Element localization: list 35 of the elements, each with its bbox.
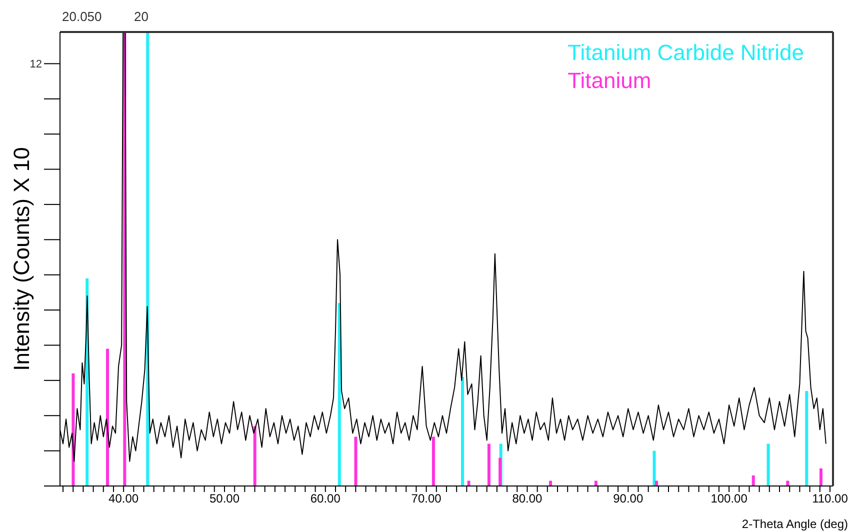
bar: [461, 376, 464, 486]
x-tick-label: 40.00: [108, 492, 139, 506]
text: Titanium: [568, 67, 652, 95]
bar: [752, 475, 755, 486]
bar: [549, 480, 552, 486]
bar: [786, 480, 790, 486]
bar: [146, 32, 150, 486]
bar: [354, 436, 358, 486]
x-tick-label: 90.00: [613, 492, 644, 506]
bar: [766, 444, 770, 486]
text: 20.050: [62, 9, 102, 24]
text: Titanium Carbide Nitride: [568, 39, 804, 67]
text: 20: [134, 9, 148, 24]
x-tick-label: 60.00: [310, 492, 341, 506]
x-axis-title: 2-Theta Angle (deg): [742, 517, 848, 531]
x-tick-label: 50.00: [209, 492, 240, 506]
bar: [253, 426, 256, 486]
bar: [805, 390, 808, 486]
x-tick-label: 80.00: [512, 492, 543, 506]
x-tick-label: 100.00: [710, 492, 748, 506]
y-tick-label: 12: [30, 58, 42, 71]
x-tick-label: 70.00: [411, 492, 442, 506]
bar: [487, 444, 490, 486]
bar: [106, 348, 110, 486]
bar: [594, 480, 598, 486]
bar: [467, 480, 470, 486]
bar: [72, 373, 75, 486]
bar: [654, 480, 658, 486]
bar: [652, 450, 656, 486]
bar: [338, 302, 341, 486]
y-axis-title: Intensity (Counts) X 10: [9, 146, 35, 370]
bar: [432, 436, 435, 486]
x-tick-label: 110.00: [812, 492, 848, 506]
bar: [498, 458, 502, 486]
bar: [819, 468, 822, 486]
